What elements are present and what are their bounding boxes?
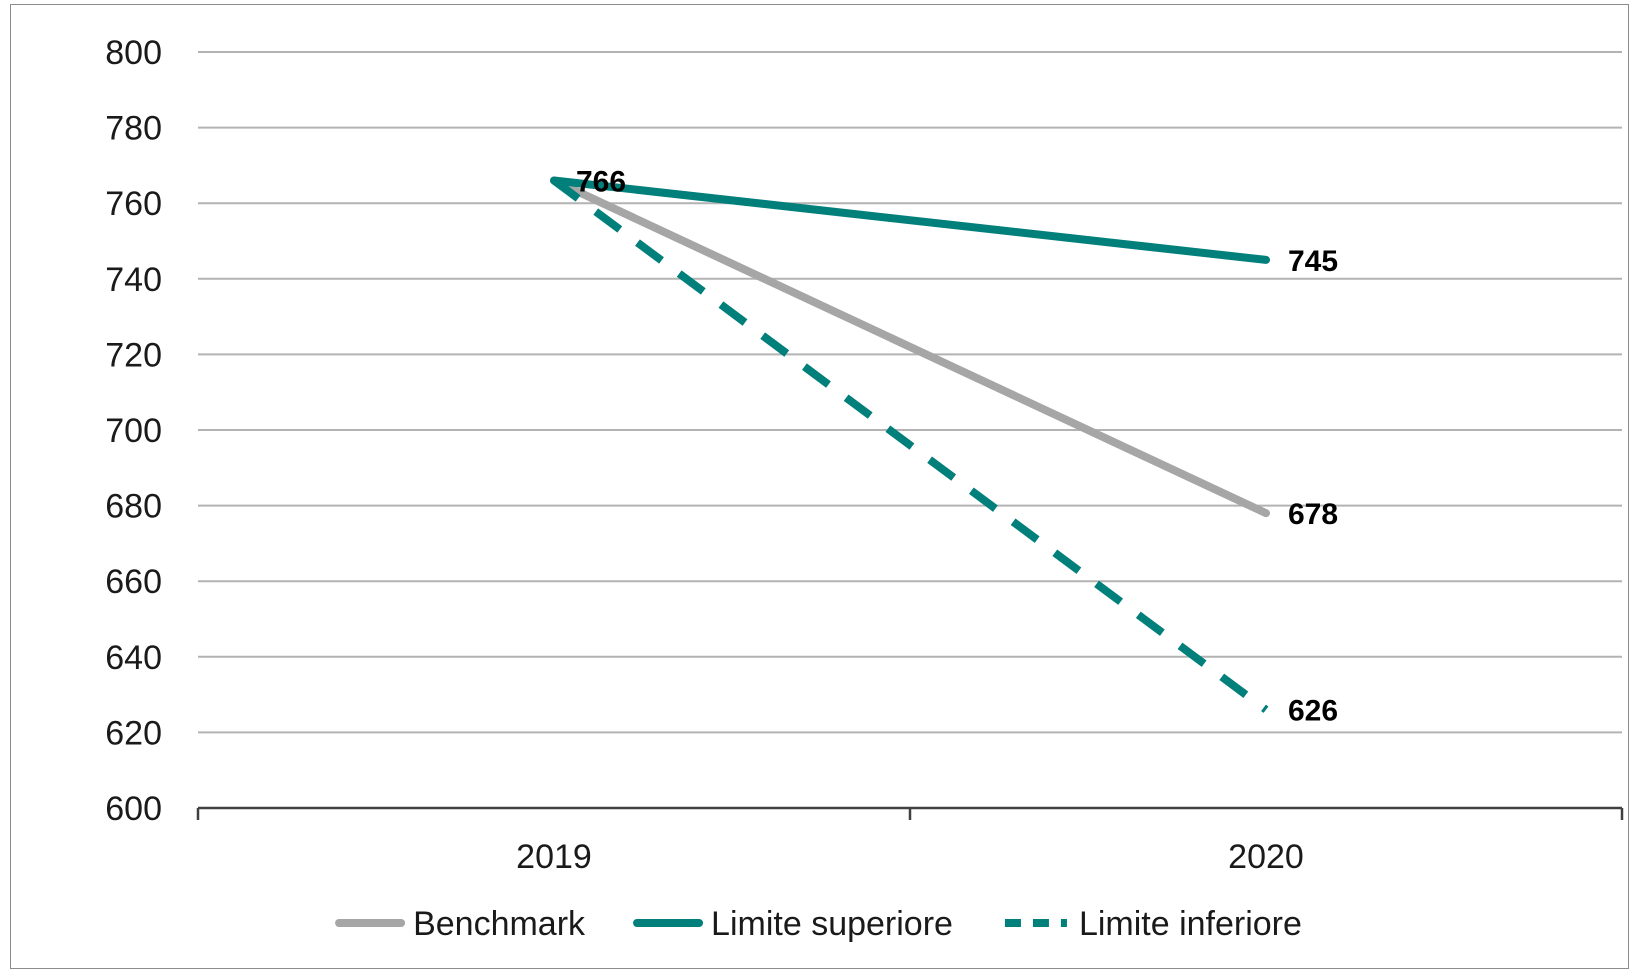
y-tick-label-680: 680	[105, 488, 162, 526]
data-label-limite-superiore-2019: 766	[576, 166, 626, 199]
series-line-limite-superiore	[550, 176, 1270, 264]
data-label-limite-inferiore-2020: 626	[1288, 695, 1338, 728]
x-tick-label-2019: 2019	[516, 838, 592, 876]
x-tick-label-2020: 2020	[1228, 838, 1304, 876]
series-line-limite-inferiore	[551, 177, 1269, 713]
series-lines	[550, 176, 1270, 713]
gridlines	[198, 51, 1622, 734]
y-tick-label-780: 780	[105, 110, 162, 148]
legend: Benchmark Limite superiore Limite inferior…	[335, 905, 1302, 943]
y-tick-label-700: 700	[105, 412, 162, 450]
legend-label-limite-inferiore: Limite inferiore	[1079, 905, 1302, 943]
series-line-benchmark	[550, 176, 1270, 518]
axes: 600 620 640 660 680 700 720 740 760 780 800 2019 202…	[105, 34, 1624, 876]
y-tick-label-740: 740	[105, 261, 162, 299]
y-tick-label-600: 600	[105, 790, 162, 828]
y-tick-label-640: 640	[105, 639, 162, 677]
y-tick-label-760: 760	[105, 185, 162, 223]
y-tick-label-620: 620	[105, 714, 162, 752]
legend-label-limite-superiore: Limite superiore	[711, 905, 953, 943]
y-tick-label-660: 660	[105, 563, 162, 601]
data-label-limite-superiore-2020: 745	[1288, 245, 1338, 278]
legend-label-benchmark: Benchmark	[413, 905, 586, 943]
data-labels: 678 766 745 626	[576, 166, 1338, 728]
y-tick-label-800: 800	[105, 34, 162, 72]
y-tick-label-720: 720	[105, 336, 162, 374]
data-label-benchmark-2020: 678	[1288, 498, 1338, 531]
